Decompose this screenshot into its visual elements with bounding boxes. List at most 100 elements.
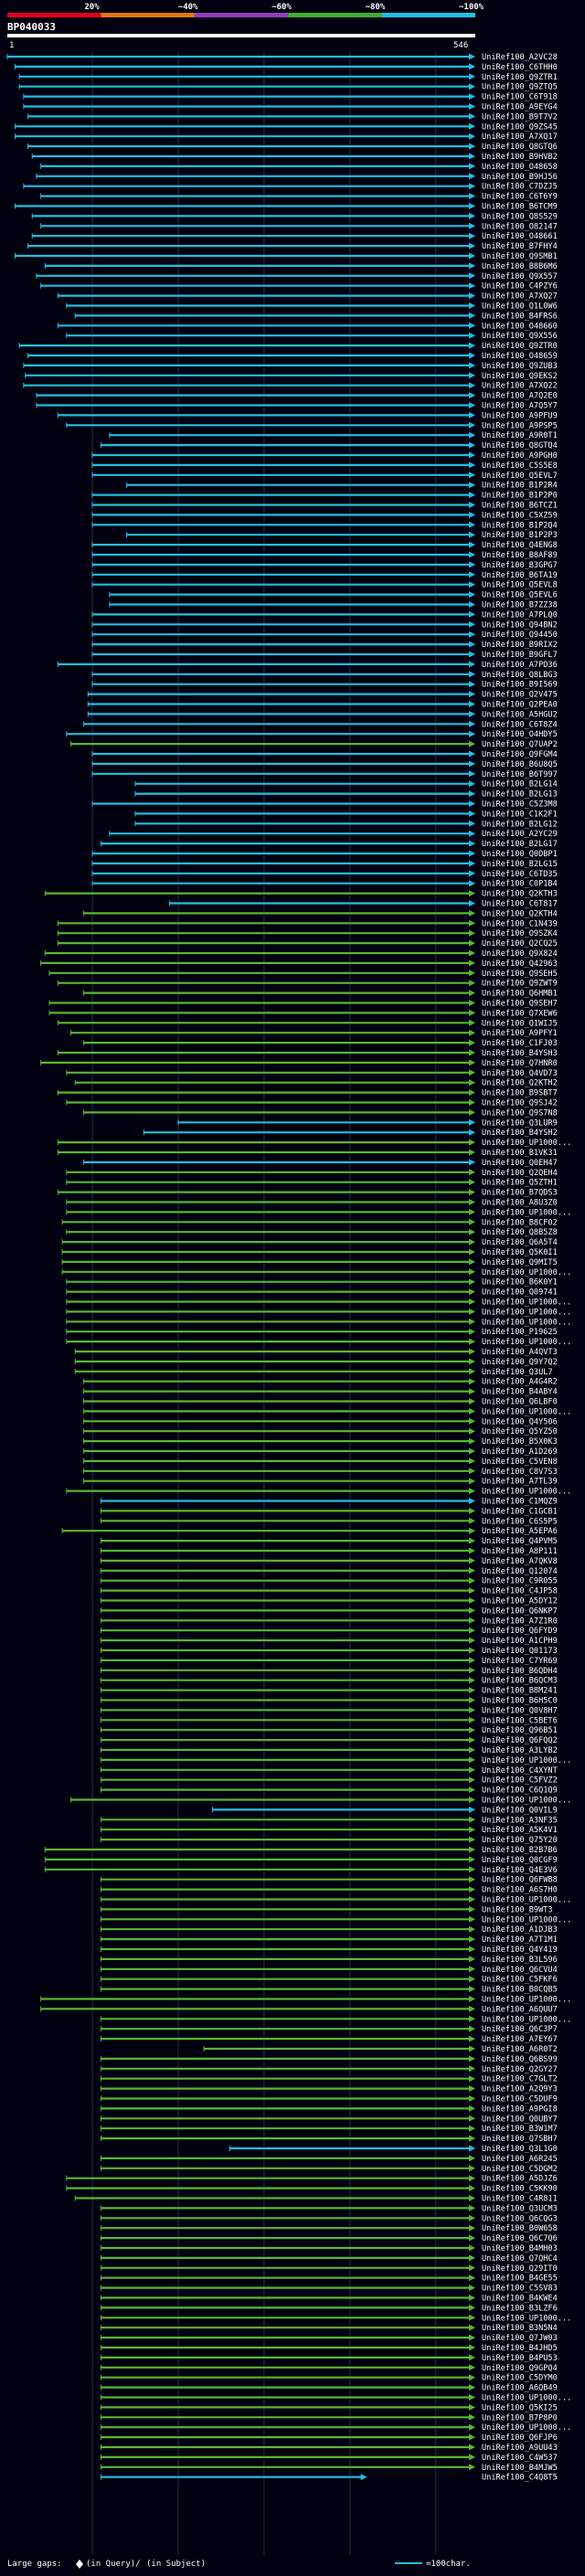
hit-label[interactable]: UniRef100_Q94450 bbox=[482, 631, 558, 640]
hit-row[interactable]: UniRef100_A7Q5Y7 bbox=[36, 402, 558, 411]
hit-row[interactable]: UniRef100_Q2QEH4 bbox=[66, 1169, 558, 1178]
hit-label[interactable]: UniRef100_A7PD36 bbox=[482, 661, 558, 670]
hit-label[interactable]: UniRef100_Q3L1G0 bbox=[482, 2145, 558, 2154]
hit-row[interactable]: UniRef100_Q0CGF9 bbox=[44, 1856, 558, 1865]
hit-label[interactable]: UniRef100_Q4Y419 bbox=[482, 1945, 558, 1955]
hit-label[interactable]: UniRef100_B0W658 bbox=[482, 2224, 558, 2233]
hit-label[interactable]: UniRef100_Q5EVL6 bbox=[482, 591, 558, 600]
hit-row[interactable]: UniRef100_B1P2Q4 bbox=[91, 521, 558, 530]
hit-label[interactable]: UniRef100_Q6C3P7 bbox=[482, 2025, 558, 2034]
hit-row[interactable]: UniRef100_A9PGI8 bbox=[100, 2104, 558, 2114]
hit-row[interactable]: UniRef100_C5Z3M8 bbox=[91, 800, 558, 810]
hit-row[interactable]: UniRef100_C1MQZ9 bbox=[100, 1498, 558, 1507]
hit-row[interactable]: UniRef100_Q2V475 bbox=[87, 691, 558, 700]
hit-row[interactable]: UniRef100_A4QVT3 bbox=[74, 1348, 558, 1357]
hit-row[interactable]: UniRef100_Q2CQ25 bbox=[57, 939, 558, 949]
hit-label[interactable]: UniRef100_B9RIX2 bbox=[482, 641, 558, 650]
hit-row[interactable]: UniRef100_B0CQB5 bbox=[100, 1986, 558, 1995]
hit-label[interactable]: UniRef100_C7DZJ5 bbox=[482, 183, 558, 192]
hit-label[interactable]: UniRef100_B8B6M6 bbox=[482, 262, 558, 271]
hit-row[interactable]: UniRef100_A6QB49 bbox=[100, 2384, 558, 2393]
hit-row[interactable]: UniRef100_Q6BS99 bbox=[100, 2055, 558, 2064]
hit-row[interactable]: UniRef100_B4YSH3 bbox=[57, 1049, 558, 1058]
hit-row[interactable]: UniRef100_Q09741 bbox=[66, 1288, 558, 1298]
hit-label[interactable]: UniRef100_Q3LUR9 bbox=[482, 1118, 558, 1128]
hit-row[interactable]: UniRef100_C5FVZ2 bbox=[100, 1776, 558, 1786]
hit-row[interactable]: UniRef100_A3LYB2 bbox=[100, 1746, 558, 1755]
hit-label[interactable]: UniRef100_B4JHD5 bbox=[482, 2344, 558, 2353]
hit-label[interactable]: UniRef100_B6QCM3 bbox=[482, 1677, 558, 1686]
hit-label[interactable]: UniRef100_Q2KTH2 bbox=[482, 1079, 558, 1088]
hit-label[interactable]: UniRef100_B3L596 bbox=[482, 1956, 558, 1965]
hit-row[interactable]: UniRef100_C4XYNT bbox=[100, 1766, 558, 1776]
hit-label[interactable]: UniRef100_UP1000... bbox=[482, 1268, 571, 1277]
hit-label[interactable]: UniRef100_A7XQ27 bbox=[482, 292, 558, 302]
hit-label[interactable]: UniRef100_B2LG13 bbox=[482, 790, 558, 800]
hit-row[interactable]: UniRef100_Q8S529 bbox=[31, 212, 558, 221]
hit-label[interactable]: UniRef100_B8CF02 bbox=[482, 1218, 558, 1227]
hit-label[interactable]: UniRef100_Q9ZUB3 bbox=[482, 362, 558, 371]
hit-label[interactable]: UniRef100_B3GPG7 bbox=[482, 561, 558, 570]
hit-row[interactable]: UniRef100_UP1000... bbox=[100, 1756, 571, 1765]
hit-row[interactable]: UniRef100_C5S5E8 bbox=[91, 461, 558, 471]
hit-label[interactable]: UniRef100_O48659 bbox=[482, 352, 558, 361]
hit-label[interactable]: UniRef100_C7GLT2 bbox=[482, 2075, 558, 2084]
hit-label[interactable]: UniRef100_A9PGH0 bbox=[482, 451, 558, 461]
hit-label[interactable]: UniRef100_Q4Y506 bbox=[482, 1417, 558, 1426]
hit-row[interactable]: UniRef100_C4PZY6 bbox=[40, 282, 558, 292]
hit-row[interactable]: UniRef100_Q3L1G0 bbox=[229, 2145, 558, 2154]
hit-row[interactable]: UniRef100_C6T918 bbox=[23, 93, 558, 102]
hit-row[interactable]: UniRef100_B6QDH4 bbox=[100, 1667, 558, 1676]
hit-row[interactable]: UniRef100_Q2KTH4 bbox=[83, 909, 558, 918]
hit-label[interactable]: UniRef100_A5K4V1 bbox=[482, 1826, 558, 1835]
hit-row[interactable]: UniRef100_C5FKF6 bbox=[100, 1976, 558, 1985]
hit-row[interactable]: UniRef100_B3GPG7 bbox=[91, 561, 558, 570]
hit-row[interactable]: UniRef100_B4KWE4 bbox=[100, 2295, 558, 2304]
hit-label[interactable]: UniRef100_Q0UBY7 bbox=[482, 2115, 558, 2124]
hit-label[interactable]: UniRef100_Q3UCM3 bbox=[482, 2204, 558, 2213]
hit-row[interactable]: UniRef100_B6TCZ1 bbox=[91, 502, 558, 511]
hit-label[interactable]: UniRef100_A7TL39 bbox=[482, 1478, 558, 1487]
hit-row[interactable]: UniRef100_A2Q9Y3 bbox=[100, 2085, 558, 2094]
hit-row[interactable]: UniRef100_Q9X557 bbox=[36, 272, 558, 281]
hit-row[interactable]: UniRef100_Q0UBY7 bbox=[100, 2115, 558, 2124]
hit-label[interactable]: UniRef100_C5XZ59 bbox=[482, 511, 558, 520]
hit-row[interactable]: UniRef100_Q2KTH2 bbox=[74, 1079, 558, 1088]
hit-row[interactable]: UniRef100_B1P2P3 bbox=[126, 531, 558, 540]
hit-label[interactable]: UniRef100_UP1000... bbox=[482, 1915, 571, 1924]
hit-row[interactable]: UniRef100_A6R0T2 bbox=[203, 2045, 558, 2054]
hit-label[interactable]: UniRef100_C5Z3M8 bbox=[482, 800, 558, 810]
hit-label[interactable]: UniRef100_C6THH0 bbox=[482, 63, 558, 72]
hit-row[interactable]: UniRef100_B2LG17 bbox=[100, 840, 558, 849]
hit-label[interactable]: UniRef100_C6Q1Q9 bbox=[482, 1786, 558, 1796]
hit-label[interactable]: UniRef100_Q5K0I1 bbox=[482, 1248, 558, 1257]
hit-row[interactable]: UniRef100_Q29IT0 bbox=[100, 2264, 558, 2274]
hit-label[interactable]: UniRef100_Q1L0W6 bbox=[482, 302, 558, 312]
hit-row[interactable]: UniRef100_A8U3Z0 bbox=[66, 1199, 558, 1208]
hit-row[interactable]: UniRef100_A6QUU7 bbox=[40, 2005, 558, 2014]
hit-label[interactable]: UniRef100_A9PFU9 bbox=[482, 411, 558, 420]
hit-row[interactable]: UniRef100_A6S7H0 bbox=[100, 1886, 558, 1895]
hit-row[interactable]: UniRef100_B6TA19 bbox=[91, 571, 558, 580]
hit-row[interactable]: UniRef100_A5DY12 bbox=[100, 1597, 558, 1606]
hit-label[interactable]: UniRef100_Q96B51 bbox=[482, 1726, 558, 1735]
hit-row[interactable]: UniRef100_UP1000... bbox=[66, 1488, 571, 1497]
hit-row[interactable]: UniRef100_A5HGU2 bbox=[87, 710, 558, 719]
hit-label[interactable]: UniRef100_C1MQZ9 bbox=[482, 1498, 558, 1507]
hit-label[interactable]: UniRef100_UP1000... bbox=[482, 1308, 571, 1317]
hit-row[interactable]: UniRef100_B9RIX2 bbox=[91, 641, 558, 650]
hit-row[interactable]: UniRef100_B6T997 bbox=[91, 770, 558, 779]
hit-row[interactable]: UniRef100_A2YC29 bbox=[109, 830, 558, 839]
hit-row[interactable]: UniRef100_B2LG12 bbox=[134, 820, 558, 829]
hit-label[interactable]: UniRef100_Q0EH47 bbox=[482, 1159, 558, 1168]
hit-label[interactable]: UniRef100_C5DYM0 bbox=[482, 2374, 558, 2383]
hit-label[interactable]: UniRef100_B9I569 bbox=[482, 681, 558, 690]
hit-row[interactable]: UniRef100_Q96B51 bbox=[100, 1726, 558, 1735]
hit-label[interactable]: UniRef100_B1P2Q4 bbox=[482, 521, 558, 530]
hit-row[interactable]: UniRef100_Q12074 bbox=[100, 1567, 558, 1576]
hit-label[interactable]: UniRef100_UP1000... bbox=[482, 1488, 571, 1497]
hit-row[interactable]: UniRef100_A1CPH9 bbox=[100, 1637, 558, 1646]
hit-label[interactable]: UniRef100_A9R0T1 bbox=[482, 431, 558, 440]
hit-row[interactable]: UniRef100_A7PLQ0 bbox=[91, 610, 558, 620]
hit-label[interactable]: UniRef100_A5EPA6 bbox=[482, 1527, 558, 1536]
